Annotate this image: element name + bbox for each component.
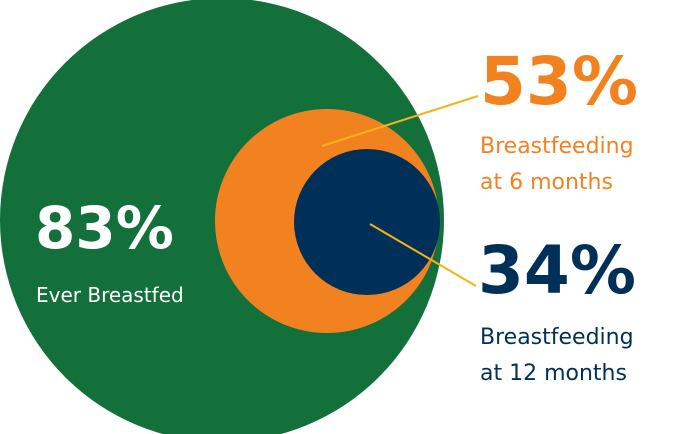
series-label-12-months-line-1: Breastfeeding [480, 325, 634, 350]
series-label-6-months-line-1: Breastfeeding [480, 134, 634, 159]
series-label-12-months-line-2: at 12 months [480, 361, 627, 386]
leader-line-12-months [369, 223, 477, 287]
series-label-6-months-line-2: at 6 months [480, 170, 613, 195]
value-label-12-months: 34% [478, 232, 636, 309]
leader-line-6-months [321, 95, 479, 147]
value-label-6-months: 53% [480, 43, 638, 120]
value-label-ever-breastfed: 83% [35, 194, 174, 262]
circle-12-months [294, 149, 440, 295]
series-label-ever-breastfed: Ever Breastfed [36, 283, 184, 307]
